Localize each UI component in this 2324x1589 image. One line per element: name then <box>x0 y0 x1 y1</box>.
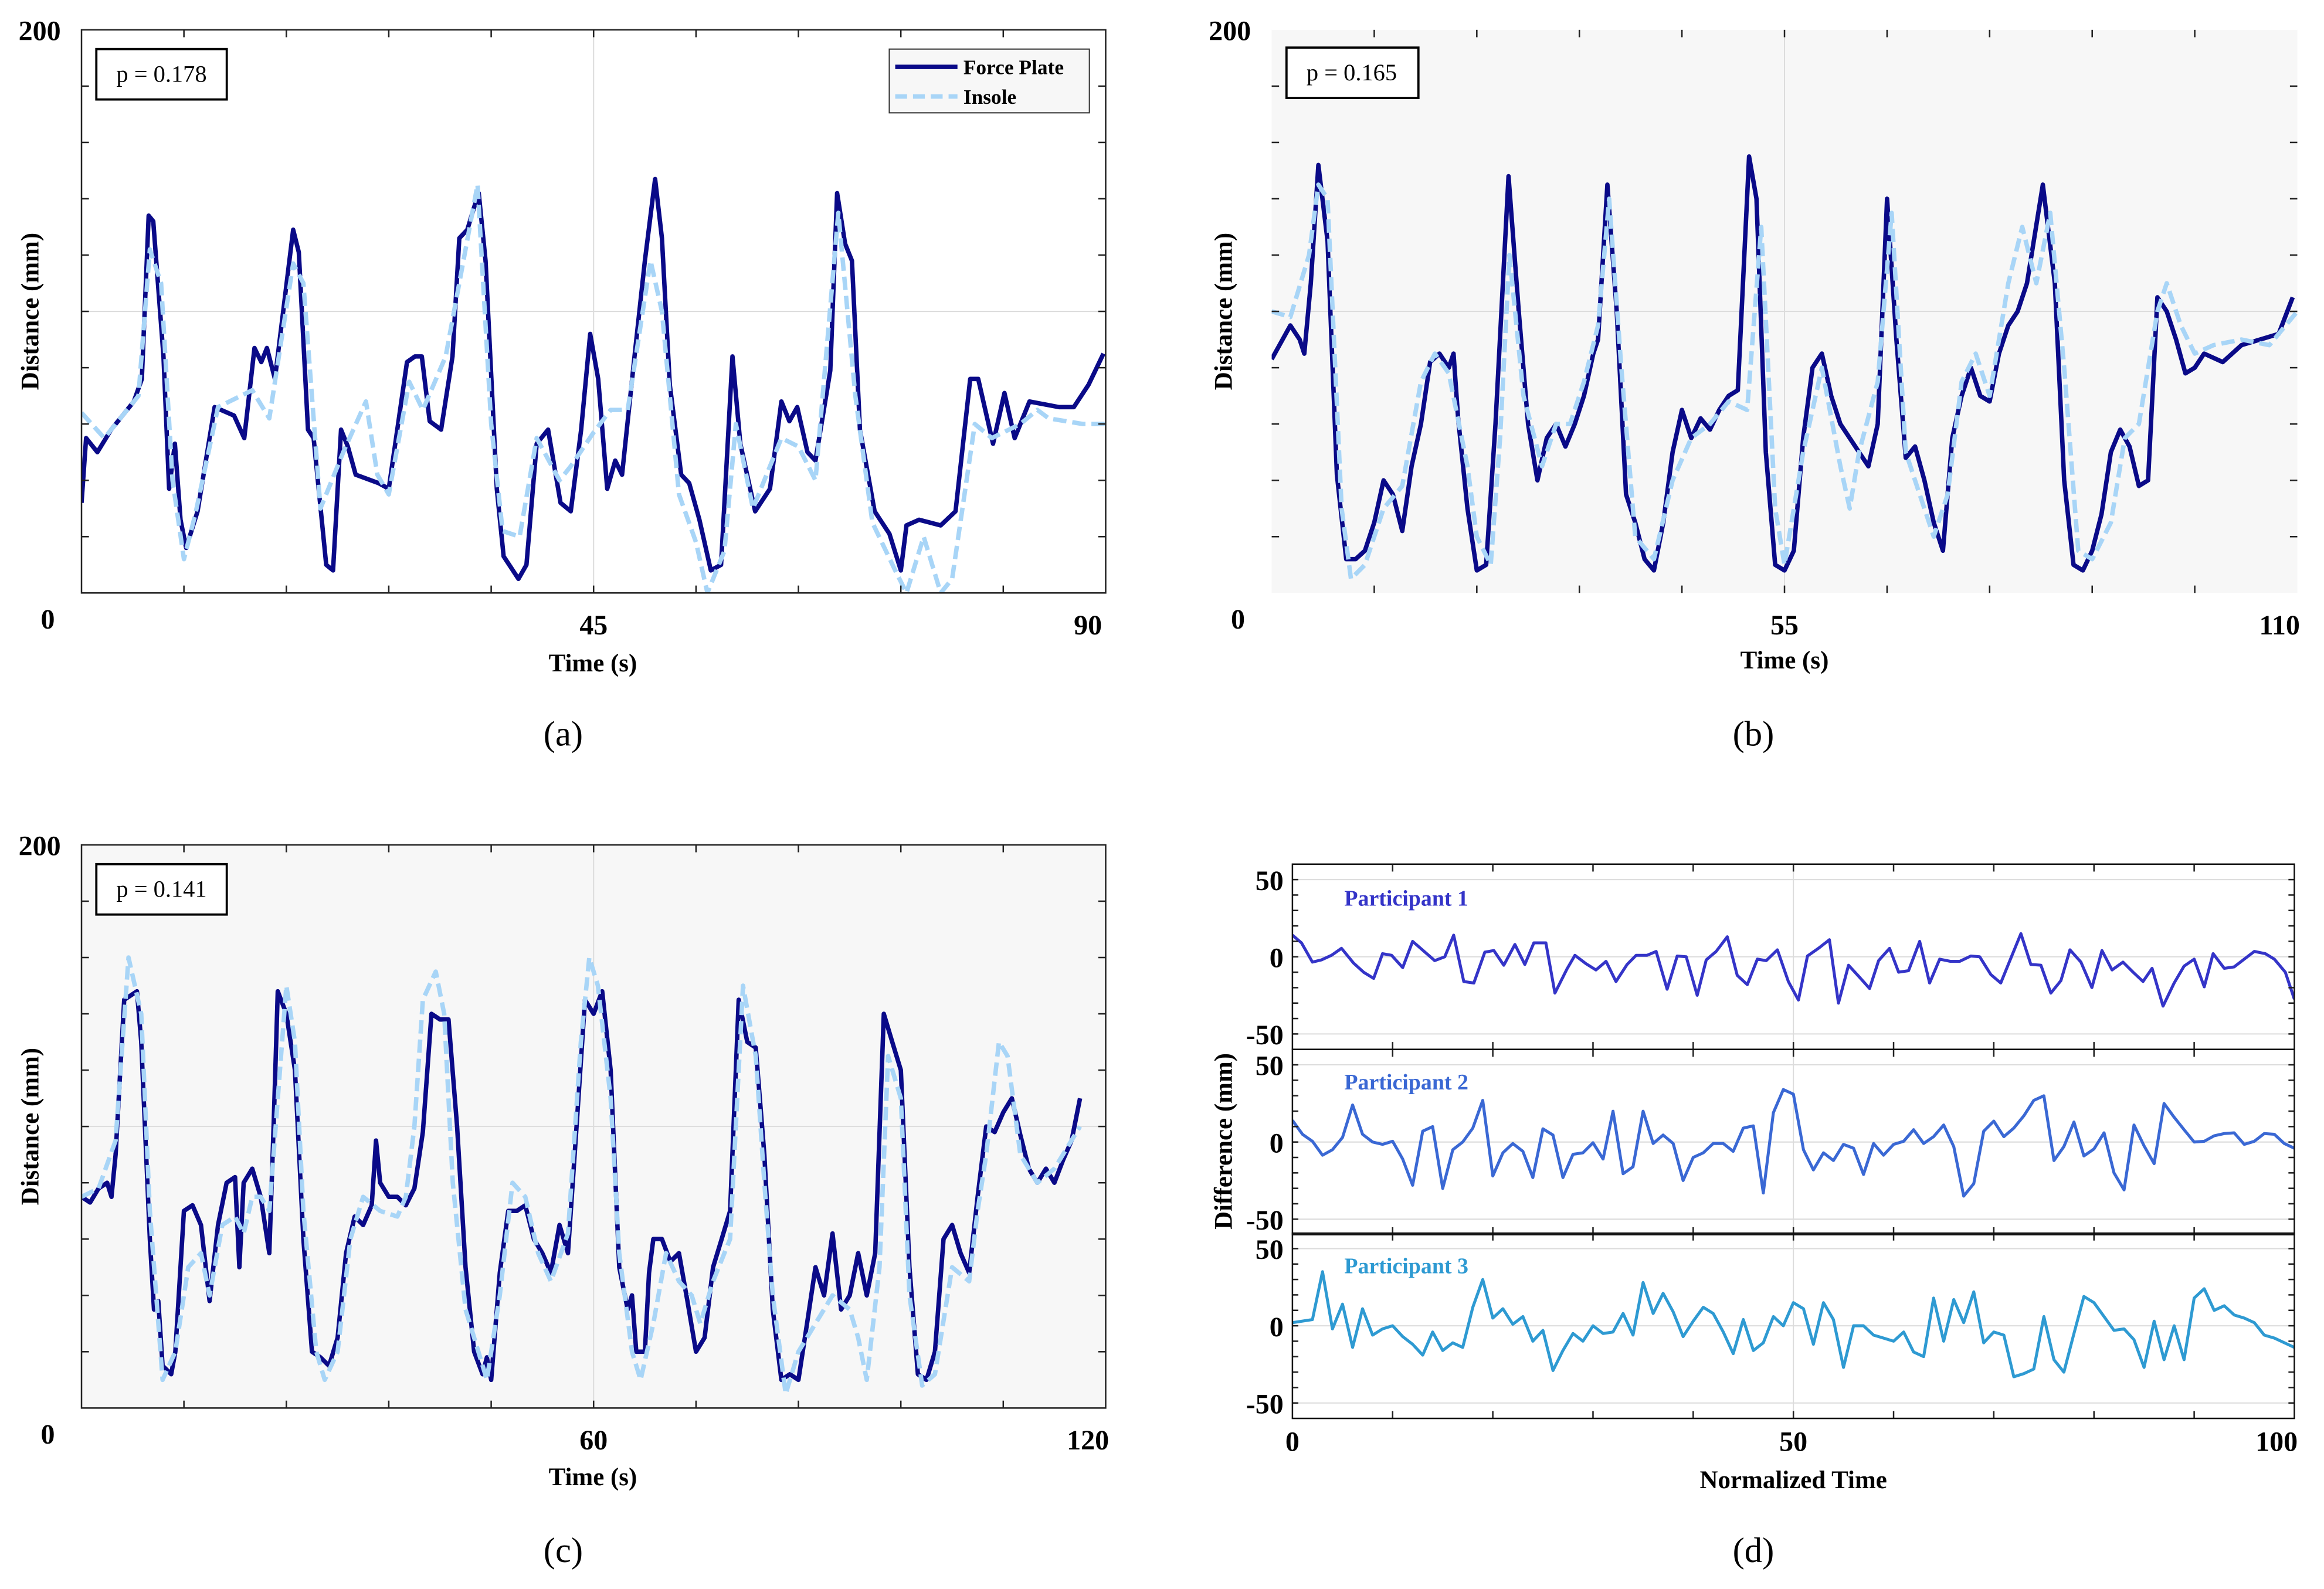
y-tick-label: 0 <box>1231 604 1245 635</box>
y-tick-label: 0 <box>40 604 55 635</box>
x-axis-label-d: Normalized Time <box>1700 1466 1887 1494</box>
y-axis-label-d: Difference (mm) <box>1210 1053 1237 1230</box>
panel-label-b: (b) <box>1733 715 1775 754</box>
x-tick-label: 60 <box>579 1425 608 1456</box>
y-tick-label: 50 <box>1256 1051 1284 1082</box>
ticks-c: 200 0 60 120 <box>19 831 1110 1456</box>
lines-c <box>82 955 1083 1397</box>
series-force-plate <box>82 176 1106 582</box>
grid-c <box>82 844 1106 1408</box>
p-value-c: p = 0.141 <box>116 875 206 902</box>
y-tick-label: 200 <box>19 831 61 862</box>
series-insole <box>82 955 1082 1397</box>
legend-insole-label: Insole <box>963 85 1016 108</box>
p-value-a: p = 0.178 <box>116 60 206 87</box>
series-participant-1 <box>1292 932 2295 1008</box>
p-value-b: p = 0.165 <box>1307 59 1397 86</box>
panel-label-a: (a) <box>544 715 583 754</box>
participant-1-label: Participant 1 <box>1344 887 1468 911</box>
y-tick-label: -50 <box>1246 1388 1284 1420</box>
series-participant-2 <box>1292 1088 2295 1198</box>
x-tick-label: 45 <box>579 610 608 641</box>
grid-b <box>1271 29 2298 593</box>
x-tick-label: 55 <box>1770 610 1799 641</box>
y-tick-label: 0 <box>40 1419 55 1450</box>
ticks-a: 200 0 45 90 <box>19 16 1106 641</box>
series-insole <box>1271 182 2298 582</box>
series-force-plate <box>82 989 1083 1383</box>
series-participant-3 <box>1292 1270 2295 1379</box>
x-tick-label: 120 <box>1067 1425 1109 1456</box>
participant-2-label: Participant 2 <box>1344 1070 1468 1095</box>
legend: Force Plate Insole <box>888 48 1090 114</box>
x-axis-label-b: Time (s) <box>1741 647 1829 674</box>
x-tick-label: 0 <box>1285 1427 1300 1458</box>
plot-frame-c <box>80 844 1107 1409</box>
y-axis-label-a: Distance (mm) <box>17 233 45 390</box>
y-tick-label: 0 <box>1270 1128 1284 1159</box>
y-tick-label: 50 <box>1256 1234 1284 1265</box>
subplot-frame-2 <box>1291 1048 2295 1235</box>
panel-label-d: (d) <box>1733 1531 1775 1570</box>
lines-b <box>1271 154 2298 582</box>
p-value-box-b: p = 0.165 <box>1285 46 1420 100</box>
y-tick-label: -50 <box>1246 1205 1284 1236</box>
plot-frame-a <box>80 29 1107 594</box>
panel-c: 200 0 60 120 p = 0.141 Distance (mm) Time (… <box>17 831 1109 1571</box>
legend-force-plate-label: Force Plate <box>963 56 1064 79</box>
y-tick-label: 200 <box>19 16 61 47</box>
y-axis-label-c: Distance (mm) <box>17 1048 45 1205</box>
panel-b: 200 0 55 110 p = 0.165 Distance (mm) Time (… <box>1209 16 2300 754</box>
panel-a: 200 0 45 90 p = 0.178 Force Plate Insole Di… <box>17 16 1107 754</box>
x-axis-label-a: Time (s) <box>549 650 637 677</box>
lines-a <box>82 176 1106 593</box>
y-tick-label: -50 <box>1246 1020 1284 1051</box>
participant-3-label: Participant 3 <box>1344 1254 1468 1278</box>
p-value-box-a: p = 0.178 <box>95 47 228 101</box>
y-tick-label: 50 <box>1256 865 1284 897</box>
grid-d <box>1292 864 2295 1419</box>
x-axis-label-c: Time (s) <box>549 1464 637 1491</box>
frames-d <box>1291 863 2295 1420</box>
x-tick-label: 50 <box>1779 1427 1807 1458</box>
subplot-frame-3 <box>1291 1232 2295 1420</box>
ticks-b: 200 0 55 110 <box>1209 16 2300 641</box>
lines-d <box>1292 932 2295 1379</box>
y-tick-label: 0 <box>1270 942 1284 973</box>
y-tick-label: 200 <box>1209 16 1251 47</box>
p-value-box-c: p = 0.141 <box>95 863 228 916</box>
x-tick-label: 100 <box>2255 1427 2298 1458</box>
y-axis-label-b: Distance (mm) <box>1210 233 1237 390</box>
grid-a <box>82 29 1106 593</box>
x-tick-label: 110 <box>2259 610 2299 641</box>
series-insole <box>82 182 1106 593</box>
x-tick-label: 90 <box>1074 610 1102 641</box>
y-tick-label: 0 <box>1270 1312 1284 1343</box>
panel-label-c: (c) <box>544 1531 583 1570</box>
